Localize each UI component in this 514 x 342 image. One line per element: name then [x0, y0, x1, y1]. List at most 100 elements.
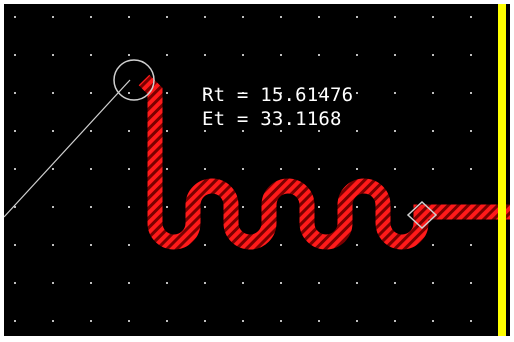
- grid-dot: [280, 168, 282, 170]
- layout-canvas[interactable]: Rt = 15.61476 Et = 33.1168: [4, 4, 510, 336]
- grid-dot: [432, 168, 434, 170]
- grid-dot: [356, 54, 358, 56]
- grid-dot: [470, 282, 472, 284]
- grid-dot: [166, 320, 168, 322]
- grid-dot: [394, 320, 396, 322]
- grid-dot: [432, 54, 434, 56]
- et-value: 33.1168: [260, 108, 342, 130]
- grid-dot: [204, 206, 206, 208]
- grid-dot: [242, 320, 244, 322]
- grid-dot: [280, 320, 282, 322]
- grid-dot: [166, 130, 168, 132]
- grid-dot: [394, 92, 396, 94]
- measurement-readout: Rt = 15.61476 Et = 33.1168: [202, 83, 353, 131]
- canvas-background: [4, 4, 510, 336]
- layout-drawing[interactable]: [4, 4, 510, 336]
- grid-dot: [242, 130, 244, 132]
- grid-dot: [52, 282, 54, 284]
- grid-dot: [14, 92, 16, 94]
- grid-dot: [470, 92, 472, 94]
- grid-dot: [394, 16, 396, 18]
- grid-dot: [394, 168, 396, 170]
- grid-dot: [432, 244, 434, 246]
- grid-dot: [166, 206, 168, 208]
- grid-dot: [280, 16, 282, 18]
- grid-dot: [318, 282, 320, 284]
- grid-dot: [470, 16, 472, 18]
- grid-dot: [432, 282, 434, 284]
- grid-dot: [52, 16, 54, 18]
- grid-dot: [90, 130, 92, 132]
- grid-dot: [204, 54, 206, 56]
- rt-label: Rt: [202, 84, 226, 106]
- grid-dot: [204, 130, 206, 132]
- grid-dot: [318, 16, 320, 18]
- grid-dot: [52, 130, 54, 132]
- grid-dot: [204, 282, 206, 284]
- grid-dot: [204, 244, 206, 246]
- grid-dot: [128, 54, 130, 56]
- grid-dot: [128, 206, 130, 208]
- grid-dot: [128, 244, 130, 246]
- grid-dot: [470, 244, 472, 246]
- grid-dot: [242, 206, 244, 208]
- grid-dot: [356, 92, 358, 94]
- meander-trace[interactable]: [138, 74, 510, 250]
- grid-dot: [280, 206, 282, 208]
- rt-equals: =: [236, 84, 249, 106]
- grid-dot: [356, 244, 358, 246]
- grid-dot: [470, 130, 472, 132]
- grid-dot: [90, 16, 92, 18]
- grid-dot: [14, 54, 16, 56]
- grid-dot: [280, 130, 282, 132]
- grid-dot: [52, 206, 54, 208]
- grid-dot: [470, 320, 472, 322]
- grid-dot: [280, 282, 282, 284]
- grid-dot: [242, 16, 244, 18]
- grid-dots: [14, 16, 472, 322]
- grid-dot: [128, 130, 130, 132]
- grid-dot: [242, 282, 244, 284]
- grid-dot: [90, 244, 92, 246]
- grid-dot: [318, 54, 320, 56]
- grid-dot: [90, 168, 92, 170]
- grid-dot: [318, 206, 320, 208]
- grid-dot: [166, 282, 168, 284]
- board-edge-line: [498, 4, 506, 336]
- circle-cursor-icon[interactable]: [113, 59, 155, 101]
- grid-dot: [52, 244, 54, 246]
- grid-dot: [318, 130, 320, 132]
- grid-dot: [356, 168, 358, 170]
- grid-dot: [14, 16, 16, 18]
- grid-dot: [432, 320, 434, 322]
- grid-dot: [470, 168, 472, 170]
- grid-dot: [432, 130, 434, 132]
- grid-dot: [166, 16, 168, 18]
- grid-dot: [318, 320, 320, 322]
- diamond-via-icon[interactable]: [406, 200, 438, 230]
- grid-dot: [204, 320, 206, 322]
- grid-dot: [14, 282, 16, 284]
- grid-dot: [318, 168, 320, 170]
- grid-dot: [356, 282, 358, 284]
- grid-dot: [280, 92, 282, 94]
- grid-dot: [356, 320, 358, 322]
- grid-dot: [242, 92, 244, 94]
- grid-dot: [204, 16, 206, 18]
- grid-dot: [52, 320, 54, 322]
- grid-dot: [14, 206, 16, 208]
- grid-dot: [356, 130, 358, 132]
- grid-dot: [52, 54, 54, 56]
- grid-dot: [90, 54, 92, 56]
- grid-dot: [356, 16, 358, 18]
- grid-dot: [242, 168, 244, 170]
- grid-dot: [128, 92, 130, 94]
- grid-dot: [166, 92, 168, 94]
- grid-dot: [204, 168, 206, 170]
- grid-dot: [318, 92, 320, 94]
- grid-dot: [52, 92, 54, 94]
- grid-dot: [128, 320, 130, 322]
- grid-dot: [280, 54, 282, 56]
- grid-dot: [204, 92, 206, 94]
